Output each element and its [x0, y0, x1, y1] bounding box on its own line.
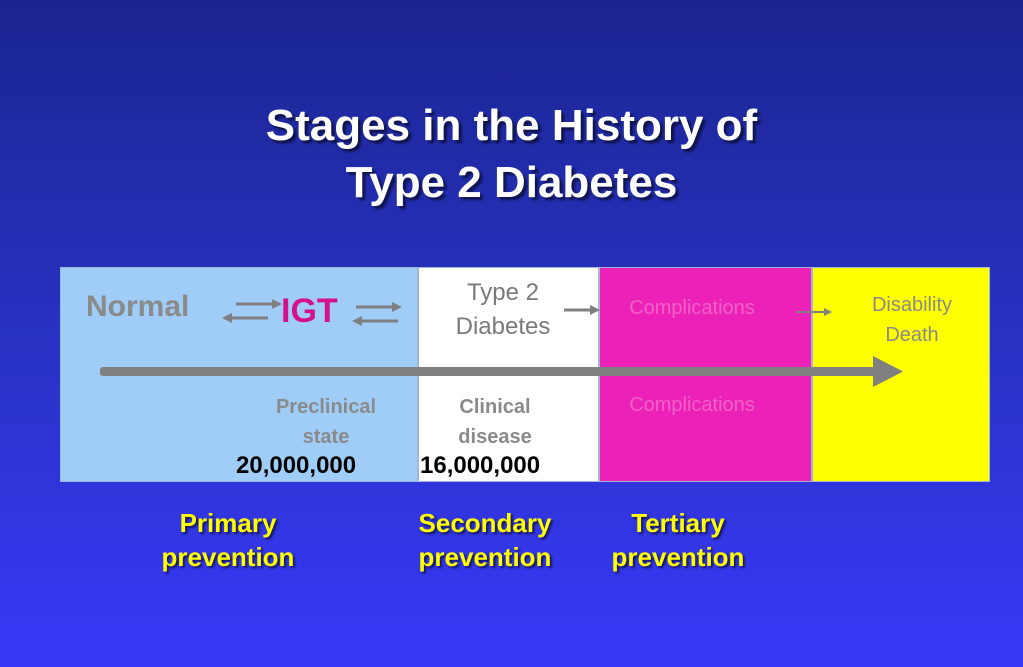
normal-label: Normal: [86, 290, 190, 323]
preclinical-line-1: Preclinical: [275, 396, 377, 418]
slide-title-line-2: Type 2 Diabetes: [345, 158, 678, 207]
clinical-disease-label: Clinical disease: [430, 392, 560, 452]
preclinical-line-2: state: [302, 426, 350, 448]
type2-line-1: Type 2: [466, 279, 540, 306]
disability-death-label: Disability Death: [840, 290, 984, 350]
type2-line-2: Diabetes: [455, 313, 551, 340]
secondary-line-2: prevention: [418, 542, 552, 572]
death-text: Death: [885, 324, 939, 346]
clinical-line-1: Clinical: [459, 396, 531, 418]
complications-top-label: Complications: [629, 297, 755, 319]
primary-line-2: prevention: [161, 542, 295, 572]
igt-label: IGT: [281, 292, 338, 330]
secondary-prevention-label: Secondary prevention: [405, 506, 565, 574]
tertiary-prevention-label: Tertiary prevention: [598, 506, 758, 574]
secondary-line-1: Secondary: [418, 508, 552, 538]
type2-diabetes-label: Type 2 Diabetes: [428, 276, 578, 344]
disability-text: Disability: [871, 294, 953, 316]
tertiary-line-2: prevention: [611, 542, 745, 572]
preclinical-state-label: Preclinical state: [256, 392, 396, 452]
clinical-count: 16,000,000: [420, 452, 541, 479]
tertiary-line-1: Tertiary: [631, 508, 725, 538]
primary-prevention-label: Primary prevention: [148, 506, 308, 574]
preclinical-count: 20,000,000: [236, 452, 357, 479]
complications-bottom-label: Complications: [629, 394, 755, 416]
slide-title-line-1: Stages in the History of: [265, 101, 758, 150]
primary-line-1: Primary: [179, 508, 277, 538]
clinical-line-2: disease: [458, 426, 532, 448]
